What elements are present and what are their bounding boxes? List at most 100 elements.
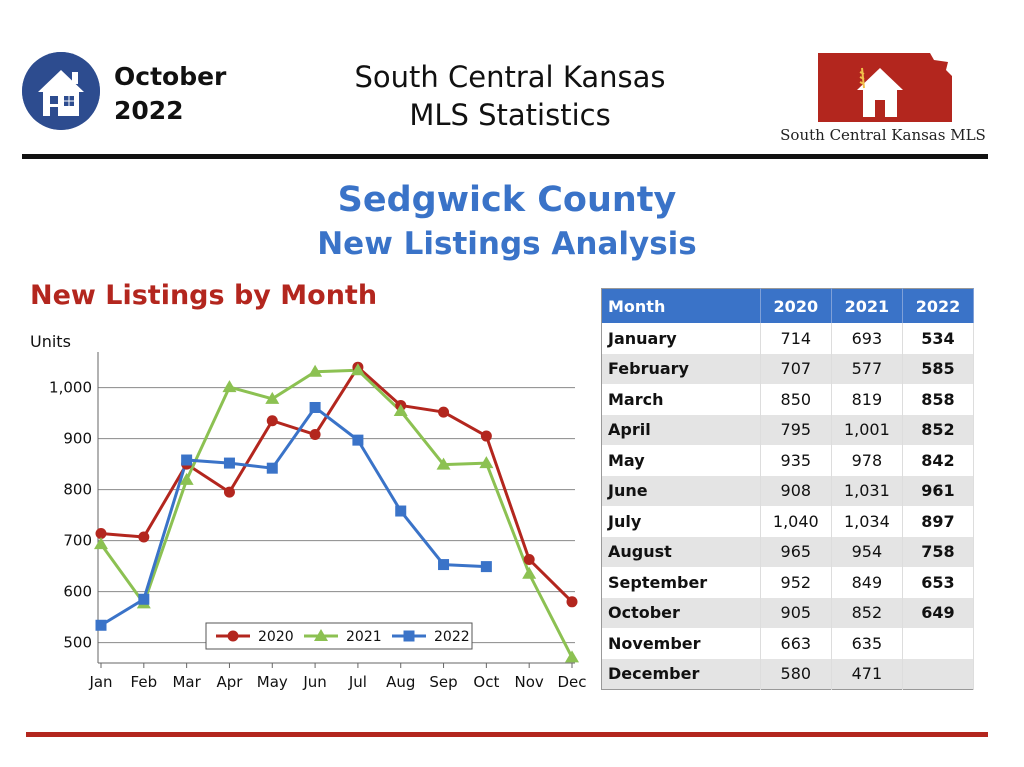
table-cell-month: February	[601, 353, 761, 384]
data-point-2021	[308, 364, 323, 377]
listings-table: Month 2020 2021 2022 January 714 693 534 Feb…	[601, 288, 975, 690]
table-cell-value: 978	[831, 445, 903, 476]
header-title-line2: MLS Statistics	[409, 98, 611, 132]
data-point-2022	[395, 505, 407, 517]
x-tick-label: Jan	[88, 673, 112, 691]
x-tick-label: Aug	[386, 673, 415, 691]
y-tick-label: 500	[63, 634, 92, 652]
table-cell-value	[902, 658, 975, 690]
table-cell-month: April	[601, 414, 761, 445]
table-cell-month: May	[601, 445, 761, 476]
table-row: November 663 635	[601, 628, 975, 659]
table-cell-value: 908	[760, 475, 832, 506]
table-cell-value: 758	[902, 536, 975, 567]
data-point-2021	[350, 363, 365, 376]
table-cell-value: 935	[760, 445, 832, 476]
header-2021: 2021	[831, 288, 903, 323]
header-title: South Central Kansas MLS Statistics	[300, 58, 720, 134]
y-tick-label: 900	[63, 430, 92, 448]
table-cell-value: 954	[831, 536, 903, 567]
data-point-2021	[222, 380, 237, 393]
table-cell-month: June	[601, 475, 761, 506]
table-cell-value: 534	[902, 323, 975, 354]
table-cell-month: August	[601, 536, 761, 567]
chart-heading: New Listings by Month	[30, 280, 378, 311]
series-line-2021	[99, 368, 574, 659]
table-row: January 714 693 534	[601, 323, 975, 354]
table-cell-month: March	[601, 384, 761, 415]
data-point-2020	[566, 596, 578, 608]
legend-label: 2022	[434, 629, 470, 645]
table-row: June 908 1,031 961	[601, 475, 975, 506]
data-point-2020	[223, 486, 235, 498]
table-cell-value: 1,040	[760, 506, 832, 537]
table-row: October 905 852 649	[601, 597, 975, 628]
table-body: January 714 693 534 February 707 577 585 March 85…	[601, 323, 975, 690]
header-divider	[22, 154, 988, 159]
table-cell-value: 635	[831, 628, 903, 659]
table-cell-value	[902, 628, 975, 659]
x-tick-label: Jul	[348, 673, 367, 691]
table-row: May 935 978 842	[601, 445, 975, 476]
x-tick-label: Apr	[216, 673, 243, 691]
report-year: 2022	[114, 96, 184, 125]
y-tick-label: 700	[63, 532, 92, 550]
header-2020: 2020	[760, 288, 832, 323]
table-cell-value: 849	[831, 567, 903, 598]
legend-marker	[227, 630, 239, 642]
table-cell-value: 852	[902, 414, 975, 445]
table-cell-month: December	[601, 658, 761, 690]
table-cell-value: 858	[902, 384, 975, 415]
table-cell-value: 577	[831, 353, 903, 384]
data-point-2022	[138, 593, 150, 605]
x-tick-label: Nov	[515, 673, 544, 691]
data-point-2022	[352, 434, 364, 446]
table-cell-value: 850	[760, 384, 832, 415]
table-cell-month: November	[601, 628, 761, 659]
table-cell-month: July	[601, 506, 761, 537]
data-point-2022	[266, 462, 278, 474]
table-cell-value: 1,034	[831, 506, 903, 537]
table-cell-value: 965	[760, 536, 832, 567]
data-point-2020	[95, 527, 107, 539]
table-cell-value: 580	[760, 658, 832, 690]
x-tick-label: Sep	[429, 673, 457, 691]
table-cell-month: January	[601, 323, 761, 354]
county-title: Sedgwick County	[337, 180, 677, 220]
data-point-2021	[393, 404, 408, 417]
table-cell-value: 905	[760, 597, 832, 628]
table-cell-value: 585	[902, 353, 975, 384]
table-cell-month: September	[601, 567, 761, 598]
series-line-2020	[100, 365, 574, 603]
report-period: October 2022	[114, 60, 274, 128]
table-cell-value: 897	[902, 506, 975, 537]
series-line-2022	[100, 405, 487, 627]
data-point-2020	[480, 430, 492, 442]
table-row: December 580 471	[601, 658, 975, 690]
legend-label: 2021	[346, 629, 382, 645]
table-cell-value: 693	[831, 323, 903, 354]
table-cell-value: 961	[902, 475, 975, 506]
data-point-2021	[479, 456, 494, 469]
analysis-title: New Listings Analysis	[317, 226, 697, 262]
table-cell-value: 952	[760, 567, 832, 598]
data-point-2021	[179, 472, 194, 485]
legend-label: 2020	[258, 629, 294, 645]
table-cell-value: 714	[760, 323, 832, 354]
table-row: September 952 849 653	[601, 567, 975, 598]
y-tick-label: 600	[63, 583, 92, 601]
table-header-row: Month 2020 2021 2022	[601, 288, 975, 323]
y-tick-label: 1,000	[49, 379, 92, 397]
legend-marker	[314, 629, 328, 641]
legend-marker	[403, 630, 415, 642]
header-title-line1: South Central Kansas	[354, 60, 666, 94]
data-point-2021	[522, 566, 537, 579]
y-axis-label: Units	[30, 332, 71, 351]
table-row: February 707 577 585	[601, 353, 975, 384]
data-point-2020	[438, 406, 450, 418]
x-tick-label: May	[257, 673, 288, 691]
data-point-2021	[436, 457, 451, 470]
x-tick-label: Jun	[302, 673, 326, 691]
header-month: Month	[601, 288, 761, 323]
x-tick-label: Feb	[131, 673, 158, 691]
